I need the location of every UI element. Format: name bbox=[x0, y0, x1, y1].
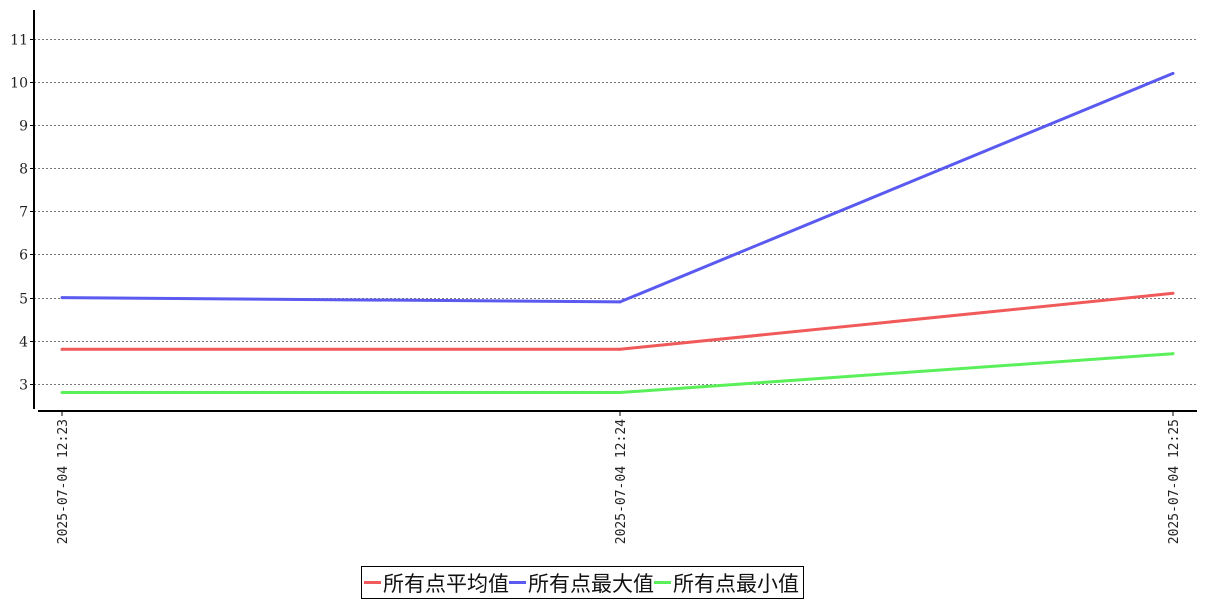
legend-item: 所有点最小值 bbox=[654, 568, 799, 598]
legend-item: 所有点最大值 bbox=[509, 568, 654, 598]
legend: 所有点平均值 所有点最大值 所有点最小值 bbox=[361, 566, 804, 599]
x-tick-label: 2025-07-04 12:25 bbox=[1167, 419, 1182, 544]
y-tick-label: 10 bbox=[10, 76, 28, 92]
data-point bbox=[618, 347, 622, 351]
data-point bbox=[618, 300, 622, 304]
data-point bbox=[1171, 352, 1175, 356]
data-point bbox=[618, 390, 622, 394]
x-tick-label: 2025-07-04 12:24 bbox=[614, 419, 629, 544]
legend-swatch bbox=[509, 581, 526, 584]
y-tick-label: 5 bbox=[19, 292, 28, 308]
data-point bbox=[60, 390, 64, 394]
y-tick-label: 11 bbox=[10, 33, 28, 49]
legend-swatch bbox=[654, 581, 671, 584]
data-point bbox=[60, 296, 64, 300]
legend-item: 所有点平均值 bbox=[364, 568, 509, 598]
series-line-3 bbox=[62, 352, 1174, 394]
y-tick-label: 9 bbox=[19, 119, 28, 135]
y-tick-label: 3 bbox=[19, 378, 28, 394]
y-tick-label: 6 bbox=[19, 248, 28, 264]
y-tick-label: 7 bbox=[19, 205, 28, 221]
y-tick-label: 8 bbox=[19, 162, 28, 178]
series-line-2 bbox=[61, 72, 1174, 304]
legend-swatch bbox=[364, 581, 381, 584]
data-point bbox=[60, 347, 64, 351]
x-tick-label: 2025-07-04 12:23 bbox=[56, 419, 71, 544]
legend-label: 所有点最大值 bbox=[528, 571, 654, 596]
data-point bbox=[1171, 71, 1175, 75]
y-tick-label: 4 bbox=[19, 335, 28, 351]
data-point bbox=[1171, 291, 1175, 295]
legend-label: 所有点最小值 bbox=[673, 571, 799, 596]
legend-label: 所有点平均值 bbox=[383, 571, 509, 596]
